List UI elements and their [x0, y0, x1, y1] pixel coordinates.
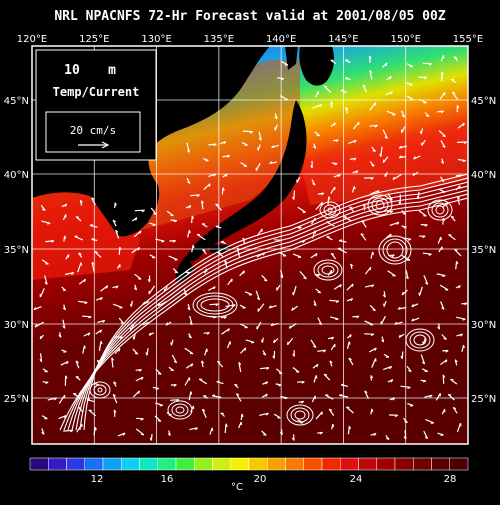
- colorbar-swatch: [432, 458, 450, 470]
- colorbar-swatch: [213, 458, 231, 470]
- colorbar-swatch: [85, 458, 103, 470]
- lat-tick-label-right: 40°N: [471, 170, 496, 181]
- depth-value: 10: [64, 63, 80, 78]
- colorbar-swatch: [249, 458, 267, 470]
- colorbar-swatch: [103, 458, 121, 470]
- field-label: Temp/Current: [53, 85, 140, 99]
- lat-tick-label-left: 25°N: [4, 394, 29, 405]
- lon-tick-label: 140°E: [266, 34, 296, 45]
- lon-tick-label: 125°E: [79, 34, 109, 45]
- colorbar-unit: °C: [231, 482, 243, 493]
- colorbar-swatch: [48, 458, 66, 470]
- colorbar-swatch: [450, 458, 468, 470]
- colorbar-swatch: [395, 458, 413, 470]
- colorbar-swatch: [377, 458, 395, 470]
- colorbar-swatch: [231, 458, 249, 470]
- colorbar-swatch: [304, 458, 322, 470]
- lon-tick-label: 155°E: [453, 34, 483, 45]
- colorbar-tick-label: 12: [91, 474, 104, 485]
- lat-tick-label-left: 40°N: [4, 170, 29, 181]
- colorbar-tick-label: 16: [161, 474, 174, 485]
- lat-tick-label-left: 30°N: [4, 320, 29, 331]
- colorbar-swatch: [359, 458, 377, 470]
- colorbar-swatch: [322, 458, 340, 470]
- colorbar-swatch: [67, 458, 85, 470]
- lat-tick-label-right: 30°N: [471, 320, 496, 331]
- longitude-labels: 120°E 125°E 130°E 135°E 140°E 145°E 150°E 155°E: [17, 34, 483, 45]
- colorbar-swatch: [413, 458, 431, 470]
- legend-box: 10 m Temp/Current 20 cm/s: [36, 50, 156, 160]
- colorbar-swatch: [121, 458, 139, 470]
- depth-unit: m: [108, 63, 116, 78]
- lon-tick-label: 120°E: [17, 34, 47, 45]
- colorbar-tick-label: 24: [350, 474, 363, 485]
- colorbar-tick-label: 20: [254, 474, 267, 485]
- colorbar-swatch: [30, 458, 48, 470]
- colorbar: [30, 458, 468, 470]
- lat-tick-label-right: 25°N: [471, 394, 496, 405]
- colorbar-swatch: [194, 458, 212, 470]
- lat-tick-label-left: 35°N: [4, 245, 29, 256]
- lat-tick-label-left: 45°N: [4, 96, 29, 107]
- lon-tick-label: 150°E: [391, 34, 421, 45]
- colorbar-swatch: [340, 458, 358, 470]
- colorbar-swatch: [140, 458, 158, 470]
- lon-tick-label: 145°E: [328, 34, 358, 45]
- colorbar-swatch: [286, 458, 304, 470]
- colorbar-swatch: [158, 458, 176, 470]
- lon-tick-label: 130°E: [141, 34, 171, 45]
- map-title: NRL NPACNFS 72-Hr Forecast valid at 2001…: [54, 9, 446, 24]
- colorbar-tick-label: 28: [444, 474, 457, 485]
- colorbar-swatch: [176, 458, 194, 470]
- lat-tick-label-right: 35°N: [471, 245, 496, 256]
- lon-tick-label: 135°E: [204, 34, 234, 45]
- scale-vector-label: 20 cm/s: [70, 124, 116, 137]
- lat-tick-label-right: 45°N: [471, 96, 496, 107]
- colorbar-swatch: [267, 458, 285, 470]
- colorbar-tick-labels: 12 16 20 24 28: [91, 474, 457, 485]
